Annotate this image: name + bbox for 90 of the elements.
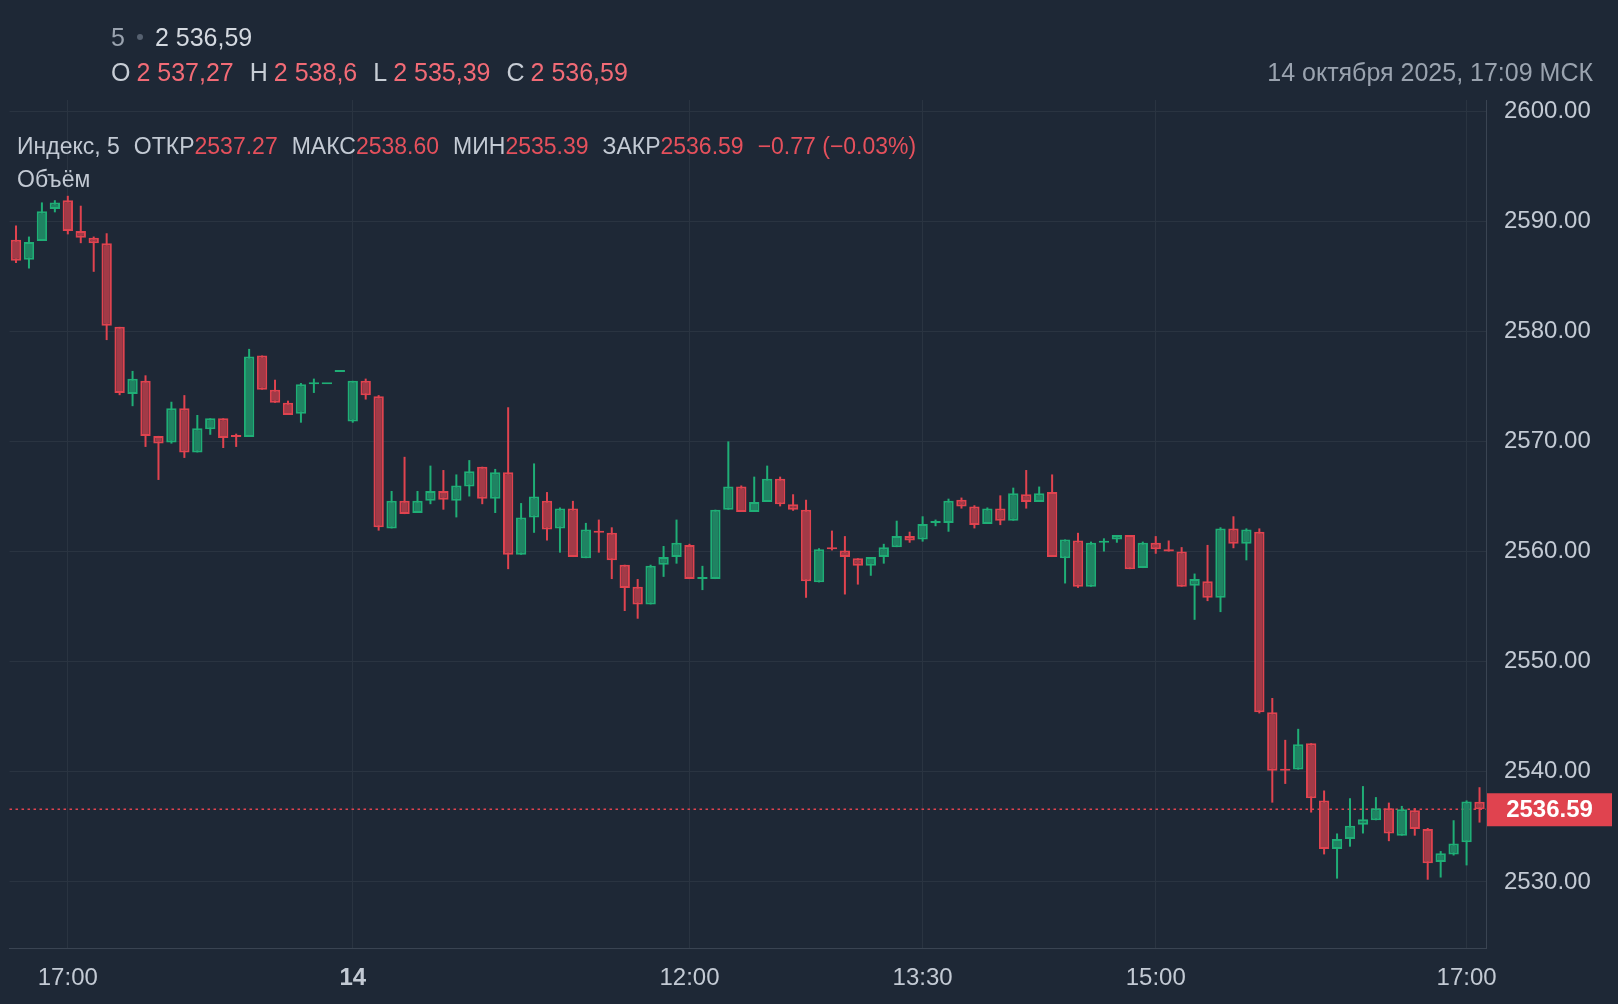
annotation: 2537.27 — [194, 133, 278, 161]
x-tick-label: 13:30 — [892, 963, 953, 991]
x-tick-label: 12:00 — [659, 963, 720, 991]
candlestick — [399, 455, 410, 516]
annotation: 2536.59 — [660, 133, 744, 161]
y-tick-label: 2570.00 — [1504, 426, 1591, 454]
candlestick — [75, 204, 86, 245]
candlestick — [1435, 850, 1446, 879]
candlestick — [1021, 469, 1032, 510]
ref-line-label: 2536.59 — [1506, 794, 1593, 822]
candlestick — [1344, 797, 1356, 848]
candlestick — [438, 469, 449, 511]
candlestick — [891, 519, 902, 549]
text: 14 октября 2025, 17:09 МСК — [1267, 57, 1593, 87]
candlestick — [1331, 832, 1343, 880]
annotation: ЗАКР — [602, 133, 661, 161]
y-tick-label: 2580.00 — [1504, 315, 1591, 343]
candlestick — [10, 224, 22, 264]
text: O — [111, 57, 131, 87]
candlestick — [1189, 572, 1200, 621]
annotation: Индекс, 5 — [17, 133, 120, 161]
candlestick — [969, 504, 980, 530]
candlestick — [528, 462, 540, 534]
candlestick — [995, 494, 1006, 527]
candlestick — [1357, 785, 1369, 835]
annotation: −0.77 (−0.03%) — [757, 133, 917, 161]
text: 2 538,6 — [273, 57, 358, 87]
text: C — [506, 57, 525, 87]
candlestick — [658, 545, 669, 578]
text: 2 536,59 — [154, 22, 253, 52]
y-tick-label: 2530.00 — [1504, 866, 1591, 894]
y-tick-label: 2600.00 — [1504, 95, 1591, 123]
text: 2 536,59 — [530, 57, 628, 87]
y-tick-label: 2540.00 — [1504, 756, 1591, 784]
annotation: МАКС — [291, 133, 356, 161]
candlestick — [1137, 540, 1148, 570]
candlestick — [619, 563, 630, 612]
candlestick — [218, 417, 229, 450]
candlestick — [1059, 538, 1071, 585]
text: 5 — [111, 22, 125, 52]
annotation: 2538.60 — [355, 133, 440, 161]
text: 2 537,27 — [136, 57, 234, 87]
candlestick — [749, 475, 760, 513]
annotation: Объём — [17, 166, 91, 194]
annotation: ОТКР — [133, 133, 195, 161]
text: 2 535,39 — [393, 57, 491, 87]
candlestick — [736, 484, 747, 513]
annotation: 2535.39 — [505, 133, 589, 161]
candlestick — [852, 557, 864, 586]
candlestick — [464, 459, 475, 498]
candlestick — [839, 535, 851, 596]
x-tick-label: 17:00 — [1436, 963, 1497, 991]
x-tick-label: 15:00 — [1125, 963, 1186, 991]
candlestick — [1383, 801, 1395, 843]
candlestick — [774, 475, 786, 508]
candlestick — [1396, 804, 1407, 837]
candlestick — [917, 515, 928, 543]
candlestick — [1228, 515, 1239, 550]
candlestick — [386, 489, 397, 530]
x-tick-label: 14 — [339, 963, 367, 991]
candlestick — [865, 556, 876, 577]
candlestick — [606, 526, 617, 581]
candlestick — [1448, 819, 1459, 857]
candlestick — [1409, 807, 1420, 837]
candlestick — [412, 489, 423, 514]
candlestick — [127, 369, 138, 408]
candlestick — [23, 235, 35, 270]
y-tick-label: 2560.00 — [1504, 536, 1591, 564]
candlestick — [425, 464, 436, 506]
candlestick — [723, 440, 734, 511]
candlestick — [1008, 486, 1019, 522]
candlestick — [451, 473, 462, 519]
candlestick — [1202, 543, 1213, 603]
text: H — [249, 57, 268, 87]
annotation: МИН — [453, 133, 506, 161]
candlestick — [632, 578, 643, 620]
candlestick — [671, 518, 682, 565]
candlestick — [762, 464, 773, 503]
y-tick-label: 2590.00 — [1504, 205, 1591, 233]
candlestick — [1293, 727, 1304, 771]
y-tick-label: 2550.00 — [1504, 646, 1591, 674]
candlestick — [360, 377, 371, 401]
candlestick — [192, 413, 203, 454]
candlestick — [153, 434, 164, 481]
candlestick — [943, 497, 954, 533]
candlestick — [490, 467, 501, 514]
x-tick-label: 17:00 — [37, 963, 98, 991]
text: L — [373, 57, 388, 87]
candlestick — [878, 542, 889, 565]
candlestick — [1241, 527, 1252, 562]
